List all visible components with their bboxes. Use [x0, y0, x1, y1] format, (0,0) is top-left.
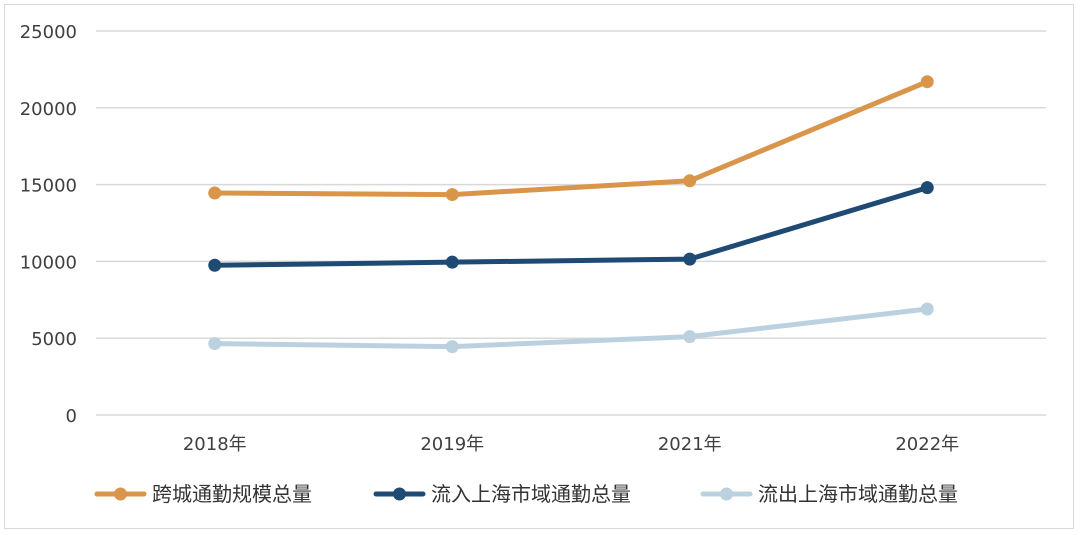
x-tick-label: 2019年 [420, 434, 484, 455]
legend-item: 流出上海市域通勤总量 [700, 482, 958, 506]
series-line [212, 306, 930, 350]
data-point [208, 258, 222, 272]
y-tick-label: 20000 [20, 99, 77, 120]
legend-point-marker [114, 487, 127, 501]
series-1 [208, 75, 934, 202]
x-tick-label: 2022年 [895, 434, 959, 455]
data-point [445, 340, 459, 354]
data-point [920, 181, 934, 195]
data-point [208, 337, 222, 351]
data-point [683, 330, 697, 344]
data-point [920, 302, 934, 316]
series-line [212, 185, 930, 268]
legend-point-marker [720, 487, 733, 501]
series-3 [208, 302, 934, 354]
series-line [212, 79, 930, 198]
data-point [683, 174, 697, 188]
x-tick-label: 2021年 [658, 434, 722, 455]
legend-label: 流入上海市域通勤总量 [431, 482, 631, 506]
y-tick-label: 5000 [31, 329, 77, 350]
y-tick-label: 15000 [20, 176, 77, 197]
legend-label: 流出上海市域通勤总量 [758, 482, 958, 506]
gridlines [96, 30, 1046, 416]
legend-item: 流入上海市域通勤总量 [373, 482, 631, 506]
x-axis-tick-labels: 2018年 2019年 2021年 2022年 [183, 434, 959, 455]
y-tick-label: 10000 [20, 252, 77, 273]
legend-point-marker [393, 487, 406, 501]
legend: 跨城通勤规模总量 流入上海市域通勤总量 流出上海市域通勤总量 [94, 482, 958, 506]
data-point [445, 188, 459, 202]
legend-label: 跨城通勤规模总量 [152, 482, 312, 506]
data-point [683, 252, 697, 266]
y-tick-label: 0 [66, 406, 77, 427]
data-point [920, 75, 934, 89]
data-point [445, 255, 459, 269]
legend-item: 跨城通勤规模总量 [94, 482, 312, 506]
data-point [208, 186, 222, 200]
series-2 [208, 181, 934, 272]
y-axis-tick-labels: 0 5000 10000 15000 20000 25000 [20, 22, 77, 427]
x-tick-label: 2018年 [183, 434, 247, 455]
series-lines [208, 75, 934, 354]
chart-frame [4, 4, 1074, 529]
y-tick-label: 25000 [20, 22, 77, 43]
